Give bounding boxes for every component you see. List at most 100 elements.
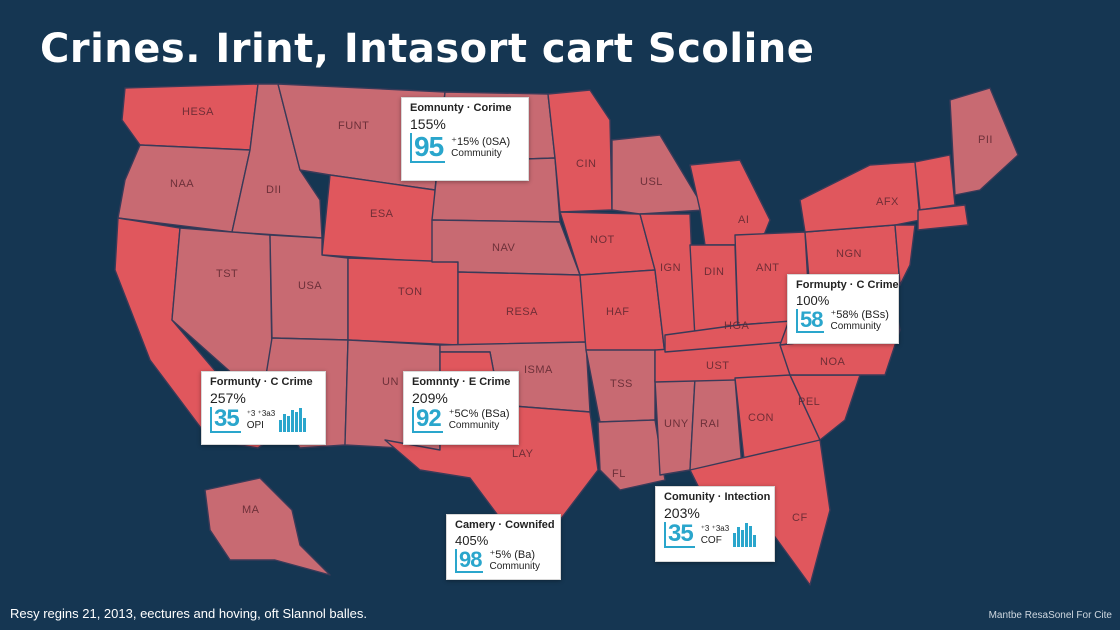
state-label: FUNT [338,120,370,132]
card-subtext: ⁺3 ⁺3a3 [246,409,276,418]
card-percent: 209% [412,390,448,406]
card-heading: Formupty · C Crime [796,279,899,291]
card-subtext: ⁺58% (BSs) [830,309,889,321]
bar [753,535,757,547]
state-label: RESA [506,306,538,318]
card-percent: 203% [664,505,700,521]
state-label: USL [640,176,663,188]
state-label: DII [266,184,282,196]
card-heading: Eomnunty · Corime [410,102,512,114]
card-big-number: 35 [664,522,695,548]
bar [303,418,307,432]
card-big-number: 35 [210,407,241,433]
state-label: NOA [820,356,846,368]
state-label: NGN [836,248,862,260]
card-percent: 155% [410,116,446,132]
state-louisiana [597,419,666,491]
card-community: Community [489,561,541,572]
mini-bar-chart [733,523,757,547]
bar [733,533,737,547]
bar [279,420,283,432]
state-new-york [799,161,921,233]
state-label: LAY [512,448,534,460]
card-subtext: ⁺5C% (BSa) [448,408,510,420]
bar [745,523,749,547]
state-label: TSS [610,378,633,390]
state-label: IGN [660,262,682,274]
card-community: COF [700,535,722,546]
state-new-jersey [894,224,916,286]
card-heading: Camery · Cownifed [455,519,555,531]
info-card[interactable]: Formunty · C Crime 257% 35 ⁺3 ⁺3a3 OPI [201,371,326,445]
info-card[interactable]: Camery · Cownifed 405% 98 ⁺5% (Ba) Commu… [446,514,561,580]
card-heading: Formunty · C Crime [210,376,313,388]
state-label: CIN [576,158,597,170]
state-label: TON [398,286,423,298]
state-label: UN [382,376,399,388]
state-wisconsin [611,134,706,215]
state-colorado [347,257,459,346]
card-subtext: ⁺15% (0SA) [451,136,511,148]
card-community: Community [451,148,502,159]
card-community: Community [830,321,882,332]
card-big-number: 98 [455,549,484,573]
state-label: USA [298,280,323,292]
state-label: HGA [724,320,750,332]
state-label: AI [738,214,750,226]
state-label: NOT [590,234,615,246]
bar [283,414,287,432]
state-alaska [204,477,331,576]
card-subtext: ⁺5% (Ba) [489,549,536,561]
state-label: CON [748,412,774,424]
state-label: RAI [700,418,720,430]
state-label: FL [612,468,626,480]
card-big-number: 95 [410,133,446,163]
state-vermont-nh [914,154,956,211]
state-michigan [689,159,771,246]
state-massachusetts [917,204,969,231]
card-percent: 257% [210,390,246,406]
state-label: TST [216,268,239,280]
state-label: UNY [664,418,689,430]
card-heading: Comunity · Intection [664,491,771,503]
state-label: ESA [370,208,394,220]
bar [741,530,745,547]
mini-bar-chart [279,408,307,432]
state-label: ISMA [524,364,553,376]
info-card[interactable]: Formupty · C Crime 100% 58 ⁺58% (BSs) Co… [787,274,899,344]
state-label: NAA [170,178,195,190]
card-big-number: 58 [796,309,825,333]
bar [291,410,295,432]
bar [737,527,741,547]
footer-caption: Resy regins 21, 2013, eectures and hovin… [10,606,368,621]
state-label: DIN [704,266,725,278]
state-label: ANT [756,262,780,274]
info-card[interactable]: Comunity · Intection 203% 35 ⁺3 ⁺3a3 COF [655,486,775,562]
card-subtext: ⁺3 ⁺3a3 [700,524,730,533]
card-percent: 405% [455,533,489,548]
state-maine [949,87,1019,196]
state-oregon [117,144,251,233]
state-label: MA [242,504,260,516]
card-percent: 100% [796,293,830,308]
state-label: NAV [492,242,516,254]
card-community: OPI [246,420,264,431]
state-label: HESA [182,106,214,118]
state-label: CF [792,512,808,524]
bar [287,416,291,432]
page-title: Crines. Irint, Intasort cart Scoline [40,26,815,72]
bar [749,526,753,547]
state-label: AFX [876,196,899,208]
footer-credit: Mantbe ResaSonel For Cite [988,610,1112,621]
info-card[interactable]: Eomnunty · Corime 155% 95 ⁺15% (0SA) Com… [401,97,529,181]
info-card[interactable]: Eomnnty · E Crime 209% 92 ⁺5C% (BSa) Com… [403,371,519,445]
bar [299,408,303,432]
card-big-number: 92 [412,407,443,433]
bar [295,412,299,432]
state-label: PII [978,134,993,146]
state-label: UST [706,360,730,372]
card-heading: Eomnnty · E Crime [412,376,511,388]
card-community: Community [448,420,500,431]
state-label: HAF [606,306,630,318]
state-label: PEL [798,396,821,408]
